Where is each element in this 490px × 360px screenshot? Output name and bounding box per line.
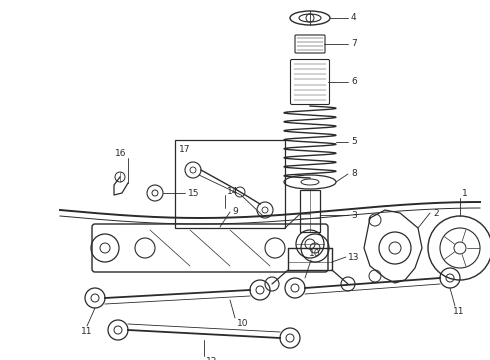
Text: 7: 7 (351, 40, 357, 49)
Text: 10: 10 (237, 320, 248, 328)
Bar (300, 190, 320, 232)
Text: 11: 11 (453, 307, 465, 316)
Text: 6: 6 (351, 77, 357, 86)
Text: 17: 17 (179, 145, 191, 154)
Text: 14: 14 (227, 188, 238, 197)
Text: 15: 15 (188, 189, 199, 198)
Bar (175, 140, 285, 228)
Text: 1: 1 (462, 189, 468, 198)
Text: 11: 11 (81, 328, 93, 337)
Text: 5: 5 (351, 138, 357, 147)
Text: 12: 12 (206, 357, 218, 360)
Text: 13: 13 (348, 252, 360, 261)
Text: 3: 3 (351, 211, 357, 220)
Text: 8: 8 (351, 170, 357, 179)
Text: 10: 10 (309, 249, 320, 258)
Text: 9: 9 (232, 207, 238, 216)
Text: 4: 4 (351, 13, 357, 22)
Text: 16: 16 (115, 149, 126, 158)
Text: 2: 2 (433, 208, 439, 217)
